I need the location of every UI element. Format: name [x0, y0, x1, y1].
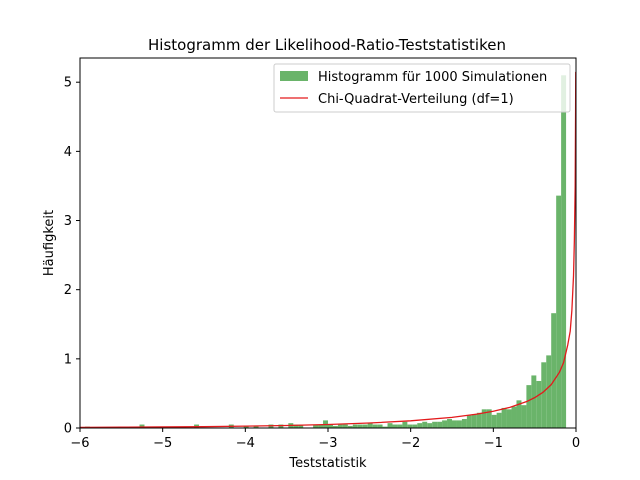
histogram-bar [328, 424, 333, 428]
y-tick-label: 2 [64, 283, 72, 298]
histogram-bar [342, 424, 348, 428]
y-tick-label: 4 [64, 145, 72, 160]
histogram-bar [452, 420, 457, 428]
histogram-bar [461, 419, 467, 428]
histogram-bar [546, 355, 552, 428]
histogram-bar [318, 424, 324, 428]
y-tick-label: 3 [64, 214, 72, 229]
histogram-bar [392, 424, 398, 428]
histogram-bar [471, 414, 477, 428]
histogram-bar [298, 424, 304, 428]
histogram-bar [253, 425, 259, 428]
histogram-bar [432, 421, 438, 428]
histogram-bar [382, 426, 388, 428]
histogram-bars [84, 75, 567, 428]
histogram-bar [293, 424, 299, 428]
histogram-bar [337, 424, 343, 428]
chi-square-curve [79, 71, 577, 429]
histogram-bar [427, 423, 433, 428]
legend-label-histogram: Histogramm für 1000 Simulationen [318, 70, 547, 85]
histogram-bar [447, 419, 452, 428]
histogram-bar [496, 412, 502, 428]
histogram-bar [437, 421, 443, 428]
histogram-bar [243, 425, 249, 428]
x-tick-label: −5 [153, 436, 172, 451]
histogram-bar [377, 424, 383, 428]
histogram-bar [486, 409, 492, 428]
y-axis-ticks: 0 1 2 3 4 5 [64, 76, 80, 437]
histogram-bar [516, 400, 522, 428]
legend: Histogramm für 1000 Simulationen Chi-Qua… [273, 63, 571, 113]
histogram-bar [491, 414, 497, 428]
histogram-bar [397, 424, 403, 428]
histogram-bar [561, 75, 567, 428]
chart-title: Histogramm der Likelihood-Ratio-Teststat… [148, 36, 506, 54]
x-tick-label: −3 [318, 436, 337, 451]
histogram-bar [332, 425, 338, 428]
histogram-bar [387, 423, 393, 428]
histogram-bar [456, 420, 462, 428]
legend-box [273, 63, 571, 113]
histogram-bar [556, 195, 562, 428]
histogram-bar [313, 424, 319, 428]
histogram-bar [531, 375, 537, 428]
histogram-bar [362, 424, 368, 428]
y-axis-label: Häufigkeit [42, 210, 57, 276]
histogram-bar [407, 424, 413, 428]
histogram-bar [476, 412, 482, 428]
histogram-bar [367, 423, 373, 428]
x-tick-label: −2 [401, 436, 420, 451]
legend-swatch-histogram [280, 71, 308, 81]
histogram-bar [347, 425, 353, 428]
x-tick-label: −1 [484, 436, 503, 451]
histogram-bar [412, 424, 418, 428]
histogram-bar [551, 313, 557, 428]
x-tick-label: −6 [70, 436, 89, 451]
histogram-bar [402, 421, 408, 428]
histogram-bar [526, 385, 532, 428]
histogram-bar [481, 409, 487, 428]
histogram-bar [139, 424, 145, 428]
histogram-bar [541, 362, 547, 428]
legend-label-curve: Chi-Quadrat-Verteilung (df=1) [318, 92, 514, 107]
histogram-bar [506, 409, 512, 428]
histogram-bar [357, 424, 363, 428]
histogram-bar [422, 421, 428, 428]
histogram-bar [278, 424, 284, 428]
y-tick-label: 5 [64, 76, 72, 91]
y-tick-label: 1 [64, 352, 72, 367]
histogram-bar [442, 420, 448, 428]
plot-frame [79, 57, 577, 429]
y-tick-label: 0 [64, 422, 72, 437]
histogram-bar [417, 423, 423, 428]
histogram-bar [372, 424, 378, 428]
histogram-bar [352, 424, 358, 428]
histogram-bar [521, 405, 527, 428]
histogram-bar [536, 380, 542, 428]
x-tick-label: −4 [236, 436, 255, 451]
x-axis-label: Teststatistik [288, 456, 367, 471]
x-tick-label: 0 [572, 436, 580, 451]
histogram-bar [466, 415, 472, 428]
x-axis-ticks: −6 −5 −4 −3 −2 −1 0 [70, 428, 580, 451]
histogram-bar [501, 407, 507, 428]
curve-layer [79, 71, 577, 429]
histogram-bar [511, 406, 517, 428]
